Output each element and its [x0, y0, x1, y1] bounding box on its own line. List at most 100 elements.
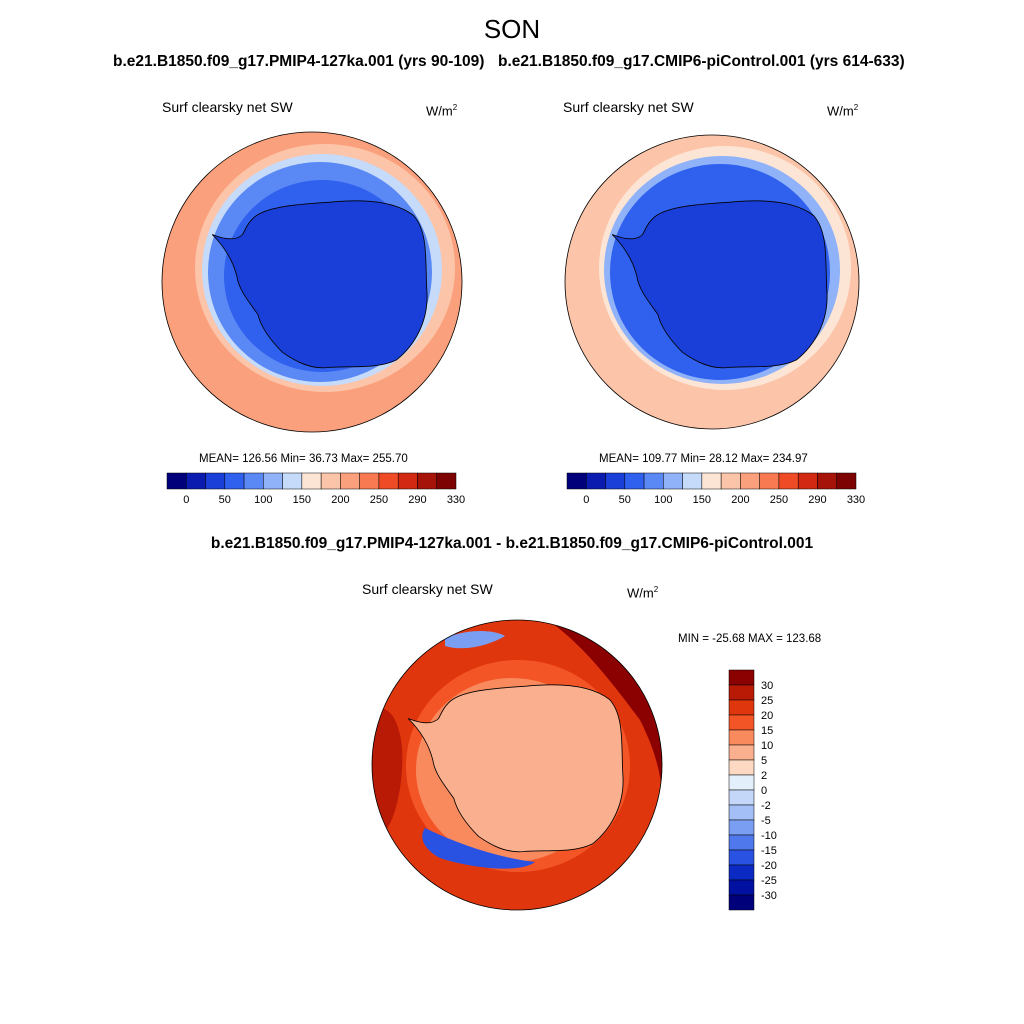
diff-colorbar-box	[728, 774, 755, 791]
right-colorbar-tick-label: 290	[808, 494, 826, 506]
left-colorbar-box	[320, 472, 341, 490]
left-colorbar-tick-label: 250	[370, 494, 388, 506]
left-colorbar-box	[282, 472, 303, 490]
diff-colorbar-tick-label: 15	[761, 725, 773, 737]
diff-colorbar-tick-label: -20	[761, 860, 777, 872]
diff-colorbar-box	[728, 714, 755, 731]
diff-colorbar-box	[728, 669, 755, 686]
right-colorbar-box	[836, 472, 857, 490]
left-colorbar-box	[417, 472, 437, 490]
right-colorbar-box	[643, 472, 664, 490]
right-colorbar-box	[740, 472, 760, 490]
right-colorbar: 0 50 100 150 200 250 290 330	[566, 472, 865, 506]
right-colorbar-box	[566, 472, 587, 490]
diff-variable-label: Surf clearsky net SW	[362, 581, 493, 597]
left-colorbar-box	[378, 472, 399, 490]
right-colorbar-tick-label: 0	[583, 494, 589, 506]
left-colorbar-tick-label: 330	[447, 494, 465, 506]
diff-negative-anomaly-ross	[422, 828, 535, 869]
right-colorbar-box	[663, 472, 683, 490]
diff-units-label: W/m2	[627, 585, 659, 601]
right-colorbar-box	[759, 472, 780, 490]
diff-colorbar-tick-label: -5	[761, 815, 771, 827]
right-colorbar-tick-label: 330	[847, 494, 865, 506]
right-colorbar-box	[720, 472, 741, 490]
diff-colorbar-tick-label: -2	[761, 800, 771, 812]
left-colorbar-tick-label: 0	[183, 494, 189, 506]
right-units-label: W/m2	[827, 103, 859, 119]
diff-colorbar-box	[728, 834, 755, 851]
left-colorbar-tick-label: 150	[293, 494, 311, 506]
left-colorbar-box	[224, 472, 245, 490]
diff-colorbar-tick-label: 0	[761, 785, 767, 797]
diff-colorbar-box	[728, 804, 755, 821]
diff-stats-label: MIN = -25.68 MAX = 123.68	[678, 633, 822, 645]
diff-colorbar-box	[728, 864, 755, 881]
left-colorbar-tick-label: 200	[331, 494, 349, 506]
diff-colorbar-tick-label: 25	[761, 695, 773, 707]
right-colorbar-tick-label: 100	[654, 494, 672, 506]
diff-colorbar-box	[728, 759, 755, 776]
left-colorbar-box	[359, 472, 380, 490]
diff-colorbar-box	[728, 819, 755, 836]
diff-colorbar-tick-label: 30	[761, 680, 773, 692]
left-stats-label: MEAN= 126.56 Min= 36.73 Max= 255.70	[199, 453, 408, 465]
diff-colorbar-tick-label: 5	[761, 755, 767, 767]
right-colorbar-box	[817, 472, 837, 490]
right-colorbar-box	[605, 472, 626, 490]
right-colorbar-box	[778, 472, 799, 490]
left-map-border	[161, 131, 463, 433]
right-colorbar-box	[797, 472, 818, 490]
left-colorbar-box	[186, 472, 206, 490]
diff-negative-anomaly-weddell	[445, 631, 505, 649]
right-colorbar-box	[701, 472, 722, 490]
left-colorbar: 0 50 100 150 200 250 290 330	[166, 472, 465, 506]
diff-colorbar-tick-label: 20	[761, 710, 773, 722]
diff-colorbar-tick-label: 2	[761, 770, 767, 782]
left-colorbar-box	[436, 472, 457, 490]
left-run-title: b.e21.B1850.f09_g17.PMIP4-127ka.001 (yrs…	[113, 53, 485, 70]
difference-polar-map	[371, 619, 663, 911]
right-colorbar-box	[682, 472, 703, 490]
left-colorbar-box	[340, 472, 360, 490]
left-colorbar-box	[263, 472, 283, 490]
left-colorbar-box	[205, 472, 226, 490]
right-polar-map	[564, 134, 860, 430]
left-colorbar-box	[166, 472, 187, 490]
diff-colorbar-tick-label: 10	[761, 740, 773, 752]
right-run-title: b.e21.B1850.f09_g17.CMIP6-piControl.001 …	[498, 53, 905, 70]
difference-title: b.e21.B1850.f09_g17.PMIP4-127ka.001 - b.…	[210, 535, 814, 552]
diff-colorbar-tick-label: -10	[761, 830, 777, 842]
right-colorbar-tick-label: 50	[619, 494, 631, 506]
left-polar-map	[161, 131, 463, 433]
right-colorbar-tick-label: 150	[693, 494, 711, 506]
right-stats-label: MEAN= 109.77 Min= 28.12 Max= 234.97	[599, 453, 808, 465]
left-colorbar-tick-label: 290	[408, 494, 426, 506]
diff-colorbar-box	[728, 849, 755, 866]
diff-colorbar-tick-label: -30	[761, 890, 777, 902]
right-map-border	[564, 134, 860, 430]
left-colorbar-tick-label: 50	[219, 494, 231, 506]
diff-colorbar-box	[728, 789, 755, 806]
diff-colorbar-box	[728, 729, 755, 746]
diff-colorbar-box	[728, 684, 755, 701]
left-variable-label: Surf clearsky net SW	[162, 99, 293, 115]
diff-colorbar-tick-label: -15	[761, 845, 777, 857]
right-variable-label: Surf clearsky net SW	[563, 99, 694, 115]
diff-colorbar-box	[728, 699, 755, 716]
right-colorbar-box	[586, 472, 606, 490]
left-colorbar-box	[397, 472, 418, 490]
left-units-label: W/m2	[426, 103, 458, 119]
right-colorbar-tick-label: 200	[731, 494, 749, 506]
diff-colorbar-box	[728, 879, 755, 896]
right-colorbar-tick-label: 250	[770, 494, 788, 506]
left-colorbar-box	[301, 472, 322, 490]
diff-positive-sector-west	[372, 708, 403, 838]
left-colorbar-box	[243, 472, 264, 490]
left-colorbar-tick-label: 100	[254, 494, 272, 506]
season-title: SON	[483, 14, 541, 44]
diff-colorbar-box	[728, 744, 755, 761]
diff-map-border	[371, 619, 663, 911]
